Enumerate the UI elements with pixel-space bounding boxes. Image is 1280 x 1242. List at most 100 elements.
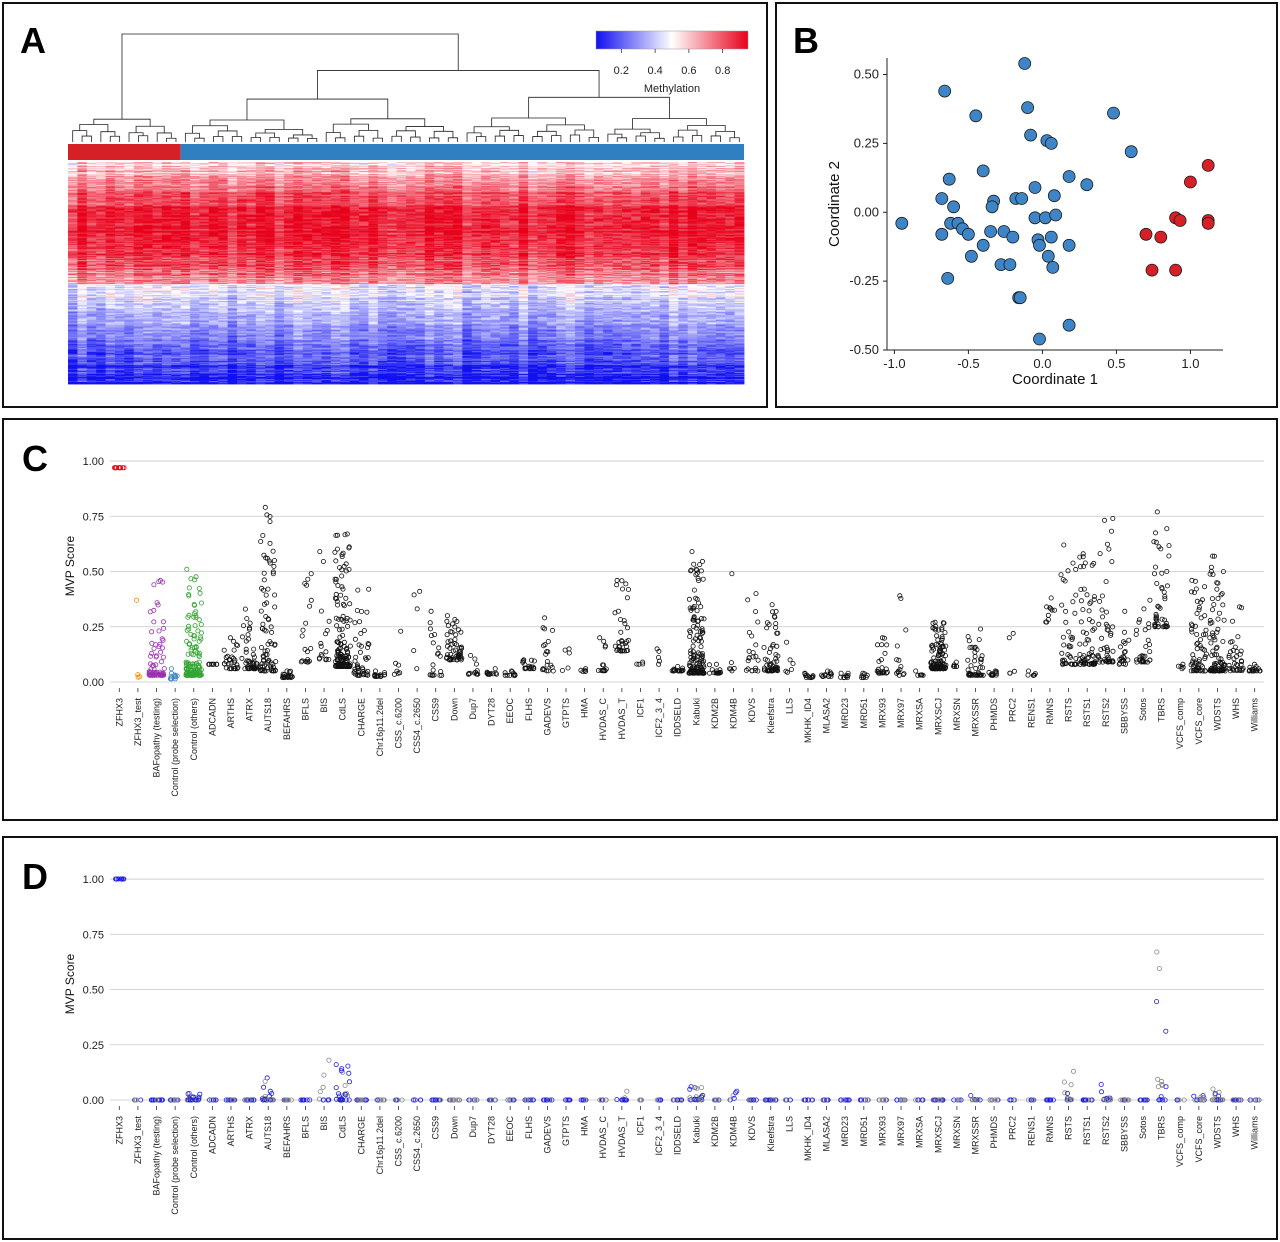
heatmap-cell	[452, 172, 463, 174]
heatmap-cell	[715, 167, 726, 169]
heatmap-cell	[265, 176, 275, 178]
heatmap-cell	[593, 163, 604, 165]
heatmap-cell	[105, 176, 116, 178]
heatmap-cell	[443, 162, 454, 164]
heatmap-cell	[293, 166, 304, 168]
heatmap-cell	[227, 177, 238, 179]
heatmap-cell	[471, 166, 482, 168]
heatmap-cell	[227, 171, 238, 173]
heatmap-cell	[246, 177, 257, 179]
heatmap-cell	[330, 170, 341, 172]
heatmap-cell	[180, 170, 191, 172]
heatmap-cell	[68, 176, 78, 178]
heatmap-cell	[330, 167, 341, 169]
heatmap-cell	[424, 166, 435, 168]
heatmap-cell	[424, 173, 435, 175]
heatmap-cell	[537, 175, 548, 177]
heatmap-cell	[631, 171, 642, 173]
heatmap-cell	[621, 163, 632, 165]
heatmap-cell	[312, 166, 322, 168]
heatmap-cell	[499, 171, 510, 173]
heatmap-cell	[105, 175, 116, 177]
heatmap-cell	[537, 170, 548, 172]
heatmap-cell	[161, 173, 172, 175]
heatmap-cell	[387, 162, 398, 164]
heatmap-cell	[490, 163, 501, 165]
heatmap-cell	[77, 173, 88, 175]
heatmap-cell	[143, 172, 153, 174]
heatmap-cell	[255, 172, 266, 174]
heatmap-cell	[687, 164, 698, 166]
heatmap-cell	[190, 165, 200, 167]
heatmap-cell	[105, 163, 116, 165]
heatmap-cell	[227, 176, 238, 178]
heatmap-cell	[340, 164, 351, 166]
heatmap-cell	[424, 167, 435, 169]
heatmap-cell	[330, 173, 341, 175]
heatmap-cell	[180, 172, 191, 174]
heatmap-cell	[528, 166, 538, 168]
heatmap-cell	[556, 169, 567, 171]
heatmap-cell	[415, 167, 426, 169]
heatmap-cell	[734, 169, 745, 171]
heatmap-cell	[143, 174, 153, 176]
heatmap-cell	[105, 162, 116, 164]
heatmap-cell	[68, 167, 78, 169]
heatmap-cell	[227, 165, 238, 167]
heatmap-cell	[659, 163, 670, 165]
heatmap-cell	[631, 176, 642, 178]
heatmap-cell	[678, 172, 689, 174]
heatmap-cell	[406, 171, 416, 173]
heatmap-cell	[283, 173, 294, 175]
heatmap-cell	[668, 164, 679, 166]
heatmap-cell	[133, 171, 144, 173]
heatmap-cell	[161, 176, 172, 178]
heatmap-cell	[509, 168, 520, 170]
heatmap-cell	[499, 175, 510, 177]
heatmap-cell	[734, 162, 745, 164]
heatmap-cell	[396, 176, 407, 178]
heatmap-cell	[499, 164, 510, 166]
heatmap-cell	[152, 165, 163, 167]
heatmap-cell	[199, 172, 210, 174]
heatmap-cell	[171, 176, 182, 178]
heatmap-cell	[546, 172, 557, 174]
heatmap-cell	[706, 173, 717, 175]
heatmap-cell	[359, 169, 369, 171]
heatmap-cell	[697, 169, 707, 171]
heatmap-cell	[152, 174, 163, 176]
heatmap-cell	[678, 174, 689, 176]
heatmap-cell	[152, 171, 163, 173]
heatmap-cell	[443, 165, 454, 167]
heatmap-cell	[96, 173, 106, 175]
heatmap-cell	[68, 177, 78, 179]
heatmap-cell	[274, 164, 285, 166]
heatmap-cell	[481, 162, 491, 164]
heatmap-cell	[349, 163, 360, 165]
heatmap-cell	[406, 175, 416, 177]
heatmap-cell	[114, 163, 125, 165]
heatmap-cell	[161, 167, 172, 169]
heatmap-cell	[124, 171, 135, 173]
heatmap-cell	[359, 165, 369, 167]
heatmap-cell	[518, 168, 529, 170]
heatmap-cell	[415, 169, 426, 171]
heatmap-cell	[556, 172, 567, 174]
heatmap-cell	[321, 166, 332, 168]
heatmap-cell	[415, 162, 426, 164]
heatmap-cell	[631, 162, 642, 164]
heatmap-cell	[575, 164, 585, 166]
heatmap-cell	[321, 169, 332, 171]
heatmap-cell	[274, 174, 285, 176]
heatmap-cell	[715, 166, 726, 168]
heatmap-cell	[725, 164, 736, 166]
heatmap-cell	[283, 174, 294, 176]
heatmap-cell	[706, 162, 717, 164]
heatmap-cell	[171, 168, 182, 170]
heatmap-cell	[640, 171, 651, 173]
heatmap-cell	[359, 175, 369, 177]
heatmap-cell	[678, 167, 689, 169]
heatmap-cell	[96, 165, 106, 167]
heatmap-cell	[199, 177, 210, 179]
heatmap-cell	[612, 176, 623, 178]
